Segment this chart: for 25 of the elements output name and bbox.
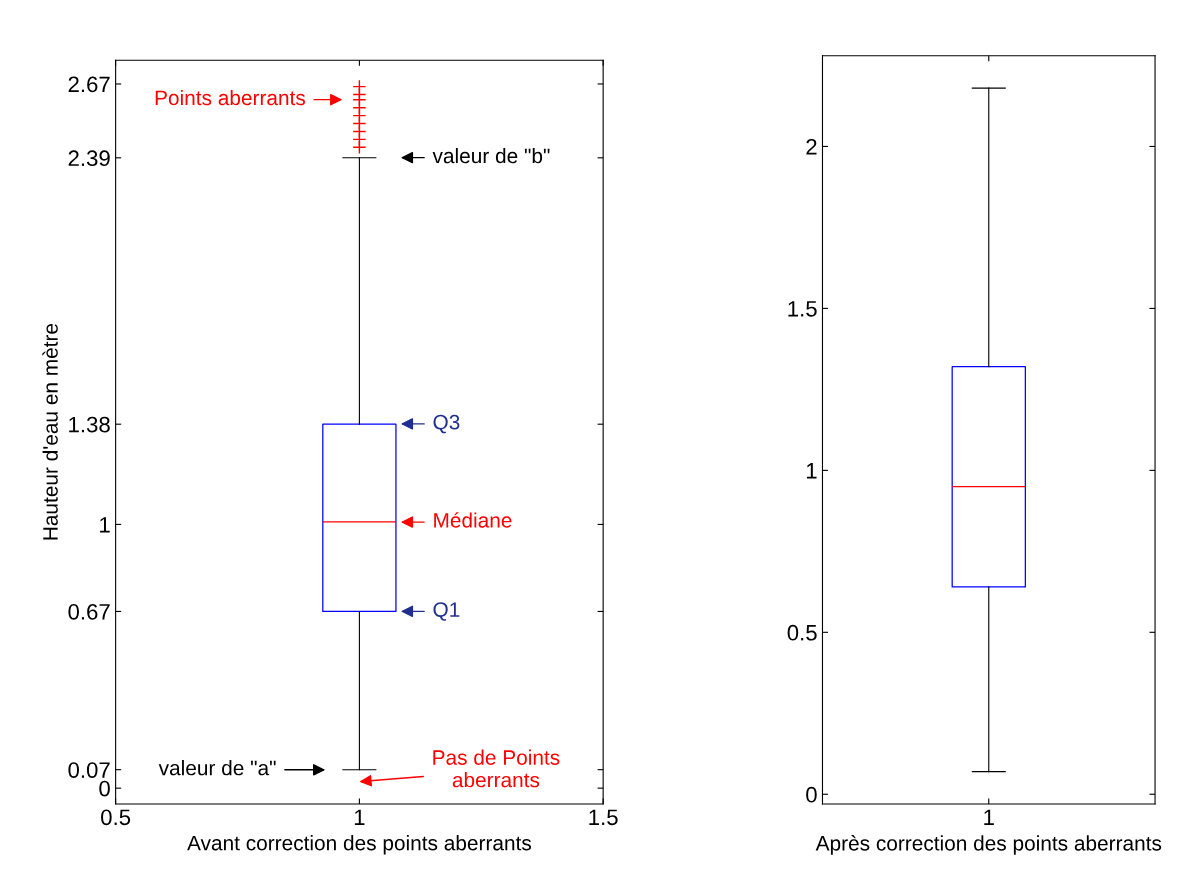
x-axis-title: Avant correction des points aberrants	[187, 835, 532, 855]
x-tick-label: 1	[984, 809, 994, 825]
y-tick-label: 0	[99, 780, 110, 797]
y-tick-label: 2	[806, 138, 817, 155]
x-tick-label: 1	[354, 809, 365, 825]
y-axis-title: Hauteur d'eau en mètre	[42, 323, 58, 540]
x-tick-label: 1.5	[589, 809, 618, 826]
annotation: Points aberrants	[155, 89, 306, 106]
y-tick-label: 1.5	[788, 301, 817, 317]
y-tick-label: 1	[806, 463, 817, 479]
annotation: valeur de "a"	[158, 760, 276, 776]
x-axis-title: Après correction des points aberrants	[815, 835, 1162, 855]
annotation: valeur de "b"	[432, 147, 550, 164]
y-tick-label: 0.67	[68, 603, 110, 620]
y-tick-label: 1	[100, 517, 110, 533]
annotation: Pas de Points aberrants	[433, 749, 560, 788]
annotation: Médiane	[434, 512, 512, 528]
y-tick-label: 0	[806, 786, 817, 803]
y-tick-label: 2.67	[68, 76, 110, 93]
y-tick-label: 2.39	[68, 150, 110, 167]
annotation: Q1	[433, 602, 460, 621]
y-tick-label: 0.5	[787, 624, 817, 641]
y-tick-label: 0.07	[68, 762, 110, 778]
annotation: Q3	[433, 414, 460, 434]
y-tick-label: 1.38	[69, 416, 110, 433]
